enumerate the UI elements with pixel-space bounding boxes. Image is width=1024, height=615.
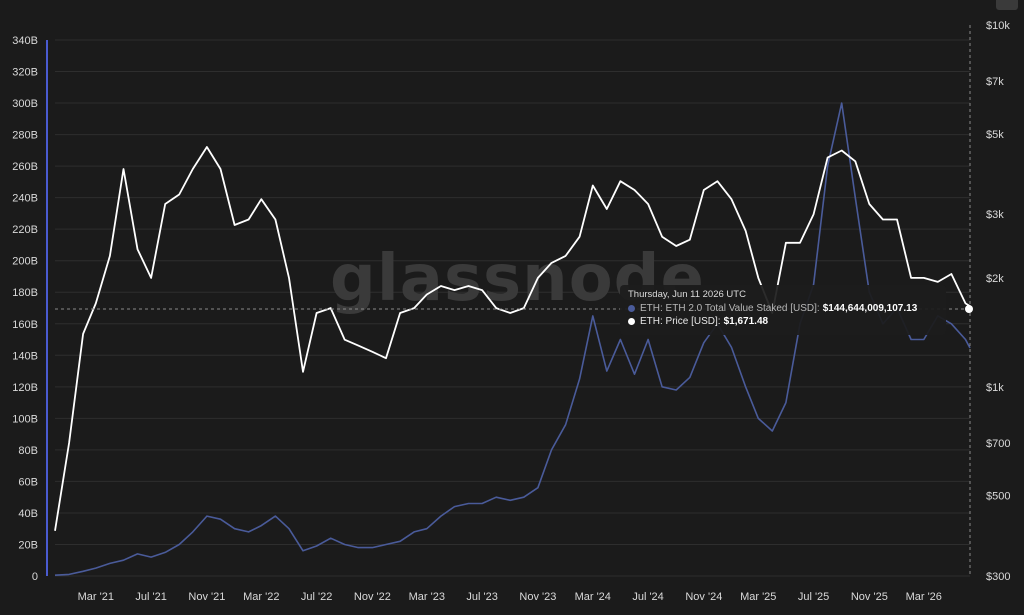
x-tick-label: Jul '23 [466,591,497,603]
left-tick-label: 320B [12,67,38,79]
hover-point[interactable] [965,305,973,313]
series-layer [54,102,971,576]
left-tick-label: 160B [12,319,38,331]
left-tick-label: 60B [18,476,38,488]
series-staked-line [54,102,971,576]
right-tick-label: $1k [986,382,1004,394]
left-tick-label: 140B [12,350,38,362]
tooltip-date: Thursday, Jun 11 2026 UTC [628,289,746,300]
tooltip-price-label: ETH: Price [USD]: [640,316,721,327]
x-tick-label: Mar '21 [78,591,114,603]
x-tick-label: Nov '23 [519,591,556,603]
left-tick-label: 40B [18,508,38,520]
x-tick-label: Nov '21 [188,591,225,603]
right-tick-label: $700 [986,438,1010,450]
x-tick-label: Mar '25 [740,591,776,603]
x-tick-label: Jul '24 [632,591,663,603]
x-tick-label: Nov '24 [685,591,722,603]
x-tick-label: Nov '25 [851,591,888,603]
right-tick-label: $7k [986,76,1004,88]
right-tick-label: $3k [986,209,1004,221]
x-tick-label: Nov '22 [354,591,391,603]
tooltip-row-price: ETH: Price [USD]: $1,671.48 [628,316,938,327]
x-tick-label: Mar '22 [243,591,279,603]
series-price-line [54,146,971,531]
x-tick-label: Jul '22 [301,591,332,603]
x-tick-label: Mar '26 [906,591,942,603]
left-tick-label: 300B [12,98,38,110]
x-tick-label: Jul '25 [798,591,829,603]
left-tick-label: 280B [12,130,38,142]
camera-icon[interactable] [996,0,1018,10]
tooltip-price-value: $1,671.48 [723,316,769,327]
right-axis-ticks: $300 $500 $700 $1k $2k $3k $5k $7k $10k [986,20,1010,583]
right-tick-label: $2k [986,273,1004,285]
left-tick-label: 0 [32,571,38,583]
series-staked-swatch-icon [628,305,635,312]
x-tick-label: Mar '23 [409,591,445,603]
left-tick-label: 260B [12,161,38,173]
x-tick-label: Mar '24 [575,591,611,603]
tooltip-staked-value: $144,644,009,107.13 [822,303,918,314]
left-tick-label: 100B [12,413,38,425]
left-tick-label: 200B [12,256,38,268]
left-tick-label: 240B [12,193,38,205]
right-tick-label: $5k [986,129,1004,141]
x-axis-ticks: Mar '21 Jul '21 Nov '21 Mar '22 Jul '22 Nov '… [78,591,942,603]
series-price-swatch-icon [628,318,635,325]
left-tick-label: 180B [12,287,38,299]
right-tick-label: $10k [986,20,1010,32]
left-axis-ticks: 0 20B 40B 60B 80B 100B 120B 140B 160B 180B 200B 220… [12,35,38,583]
right-tick-label: $500 [986,491,1010,503]
right-tick-label: $300 [986,571,1010,583]
left-tick-label: 340B [12,35,38,47]
tooltip-staked-label: ETH: ETH 2.0 Total Value Staked [USD]: [640,303,820,314]
x-tick-label: Jul '21 [135,591,166,603]
tooltip: Thursday, Jun 11 2026 UTC ETH: ETH 2.0 T… [620,285,946,335]
left-tick-label: 80B [18,445,38,457]
left-tick-label: 20B [18,539,38,551]
tooltip-row-staked: ETH: ETH 2.0 Total Value Staked [USD]: $… [628,303,938,314]
left-tick-label: 220B [12,224,38,236]
left-tick-label: 120B [12,382,38,394]
